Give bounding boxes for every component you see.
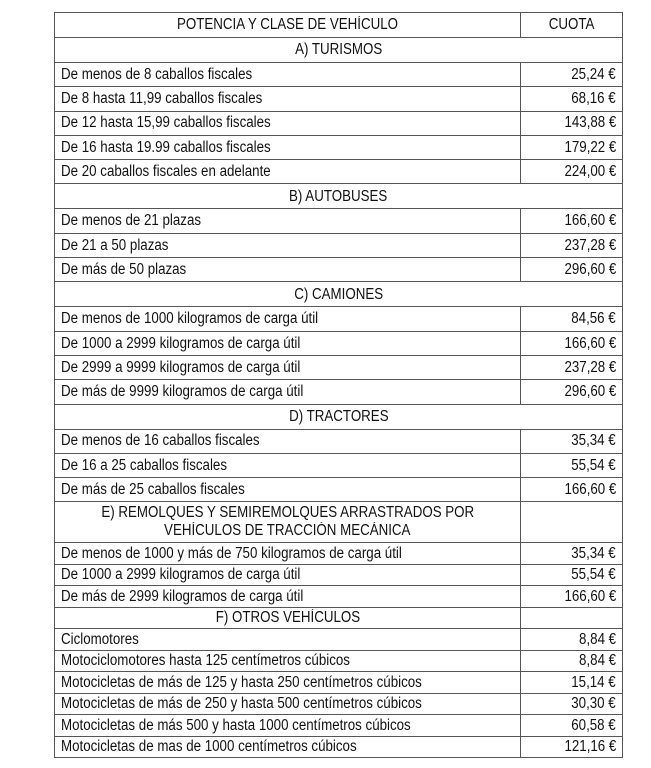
table-row: De menos de 8 caballos fiscales 25,24 € [54, 61, 623, 88]
vehicle-description: De más de 50 plazas [54, 257, 521, 283]
section-header-row: D) TRACTORES [54, 403, 623, 430]
fee-table: POTENCIA Y CLASE DE VEHÍCULO CUOTA A) TU… [54, 12, 623, 759]
empty-fee-cell [520, 501, 623, 544]
vehicle-description: De más de 2999 kilogramos de carga útil [54, 585, 521, 608]
section-header-row: F) OTROS VEHÍCULOS [54, 606, 623, 630]
vehicle-description: De 2999 a 9999 kilogramos de carga útil [54, 354, 521, 381]
vehicle-description: Ciclomotores [54, 628, 521, 651]
fee-value: 166,60 € [520, 477, 623, 503]
table-row: De 16 a 25 caballos fiscales 55,54 € [54, 452, 623, 479]
vehicle-description: De 21 a 50 plazas [54, 232, 521, 259]
table-row: De 12 hasta 15,99 caballos fiscales 143,8… [54, 110, 623, 136]
vehicle-description: De 16 hasta 19.99 caballos fiscales [54, 134, 521, 161]
vehicle-description: De 20 caballos fiscales en adelante [54, 159, 521, 185]
table-row: De 21 a 50 plazas 237,28 € [54, 232, 623, 259]
table-row: De 8 hasta 11,99 caballos fiscales 68,16 … [54, 86, 623, 112]
vehicle-description: Motocicletas de mas de 1000 centímetros … [54, 735, 521, 759]
fee-value: 224,00 € [520, 159, 623, 185]
section-header-row: A) TURISMOS [54, 37, 623, 63]
fee-value: 15,14 € [520, 671, 623, 694]
empty-fee-cell [520, 606, 623, 630]
vehicle-description: Motocicletas de más de 250 y hasta 500 c… [54, 692, 521, 716]
fee-value: 179,22 € [520, 134, 623, 161]
fee-value: 8,84 € [520, 649, 623, 673]
vehicle-description: De más de 25 caballos fiscales [54, 477, 521, 503]
vehicle-description: Motociclomotores hasta 125 centímetros c… [54, 649, 521, 673]
fee-value: 84,56 € [520, 306, 623, 332]
table-header-row: POTENCIA Y CLASE DE VEHÍCULO CUOTA [54, 12, 623, 38]
vehicle-description: De 12 hasta 15,99 caballos fiscales [54, 110, 521, 136]
section-title: B) AUTOBUSES [54, 183, 623, 210]
table-row: Motocicletas de más de 125 y hasta 250 c… [54, 671, 623, 694]
table-row: De menos de 1000 y más de 750 kilogramos… [54, 542, 623, 565]
section-title: F) OTROS VEHÍCULOS [54, 606, 521, 630]
header-fee: CUOTA [520, 12, 623, 38]
vehicle-description: De 8 hasta 11,99 caballos fiscales [54, 86, 521, 112]
table-row: De 1000 a 2999 kilogramos de carga útil 1… [54, 330, 623, 356]
table-row: De más de 25 caballos fiscales 166,60 € [54, 477, 623, 503]
fee-value: 8,84 € [520, 628, 623, 651]
table-row: De 16 hasta 19.99 caballos fiscales 179,2… [54, 134, 623, 161]
fee-value: 237,28 € [520, 232, 623, 259]
vehicle-description: De menos de 1000 kilogramos de carga úti… [54, 306, 521, 332]
vehicle-description: De más de 9999 kilogramos de carga útil [54, 379, 521, 405]
vehicle-description: De menos de 21 plazas [54, 208, 521, 234]
table-row: Motocicletas de más de 250 y hasta 500 c… [54, 692, 623, 716]
fee-value: 30,30 € [520, 692, 623, 716]
fee-value: 55,54 € [520, 563, 623, 587]
section-title: A) TURISMOS [54, 37, 623, 63]
table-row: Ciclomotores 8,84 € [54, 628, 623, 651]
section-header-row: C) CAMIONES [54, 281, 623, 308]
vehicle-description: De menos de 16 caballos fiscales [54, 428, 521, 454]
fee-value: 166,60 € [520, 330, 623, 356]
table-row: De menos de 21 plazas 166,60 € [54, 208, 623, 234]
fee-value: 35,34 € [520, 428, 623, 454]
table-row: De 1000 a 2999 kilogramos de carga útil 5… [54, 563, 623, 587]
fee-value: 68,16 € [520, 86, 623, 112]
fee-value: 166,60 € [520, 585, 623, 608]
fee-value: 296,60 € [520, 257, 623, 283]
vehicle-description: Motocicletas de más de 125 y hasta 250 c… [54, 671, 521, 694]
fee-value: 143,88 € [520, 110, 623, 136]
section-title: C) CAMIONES [54, 281, 623, 308]
table-row: De 20 caballos fiscales en adelante 224,0… [54, 159, 623, 185]
section-title: D) TRACTORES [54, 403, 623, 430]
fee-value: 35,34 € [520, 542, 623, 565]
vehicle-description: De menos de 8 caballos fiscales [54, 61, 521, 88]
table-row: De más de 50 plazas 296,60 € [54, 257, 623, 283]
vehicle-description: De 1000 a 2999 kilogramos de carga útil [54, 330, 521, 356]
fee-value: 60,58 € [520, 714, 623, 737]
header-description: POTENCIA Y CLASE DE VEHÍCULO [54, 12, 521, 38]
fee-value: 25,24 € [520, 61, 623, 88]
table-row: Motocicletas de más 500 y hasta 1000 cen… [54, 714, 623, 737]
table-row: De 2999 a 9999 kilogramos de carga útil 2… [54, 354, 623, 381]
section-title: E) REMOLQUES Y SEMIREMOLQUES ARRASTRADOS… [54, 501, 521, 544]
table-row: Motocicletas de mas de 1000 centímetros … [54, 735, 623, 759]
fee-value: 121,16 € [520, 735, 623, 759]
vehicle-description: De menos de 1000 y más de 750 kilogramos… [54, 542, 521, 565]
table-row: De menos de 1000 kilogramos de carga úti… [54, 306, 623, 332]
fee-value: 237,28 € [520, 354, 623, 381]
fee-value: 55,54 € [520, 452, 623, 479]
table-row: Motociclomotores hasta 125 centímetros c… [54, 649, 623, 673]
table-row: De menos de 16 caballos fiscales 35,34 € [54, 428, 623, 454]
vehicle-description: De 16 a 25 caballos fiscales [54, 452, 521, 479]
vehicle-description: Motocicletas de más 500 y hasta 1000 cen… [54, 714, 521, 737]
table-row: De más de 9999 kilogramos de carga útil 2… [54, 379, 623, 405]
vehicle-description: De 1000 a 2999 kilogramos de carga útil [54, 563, 521, 587]
section-header-row: E) REMOLQUES Y SEMIREMOLQUES ARRASTRADOS… [54, 501, 623, 544]
fee-value: 166,60 € [520, 208, 623, 234]
section-header-row: B) AUTOBUSES [54, 183, 623, 210]
fee-value: 296,60 € [520, 379, 623, 405]
table-row: De más de 2999 kilogramos de carga útil 1… [54, 585, 623, 608]
